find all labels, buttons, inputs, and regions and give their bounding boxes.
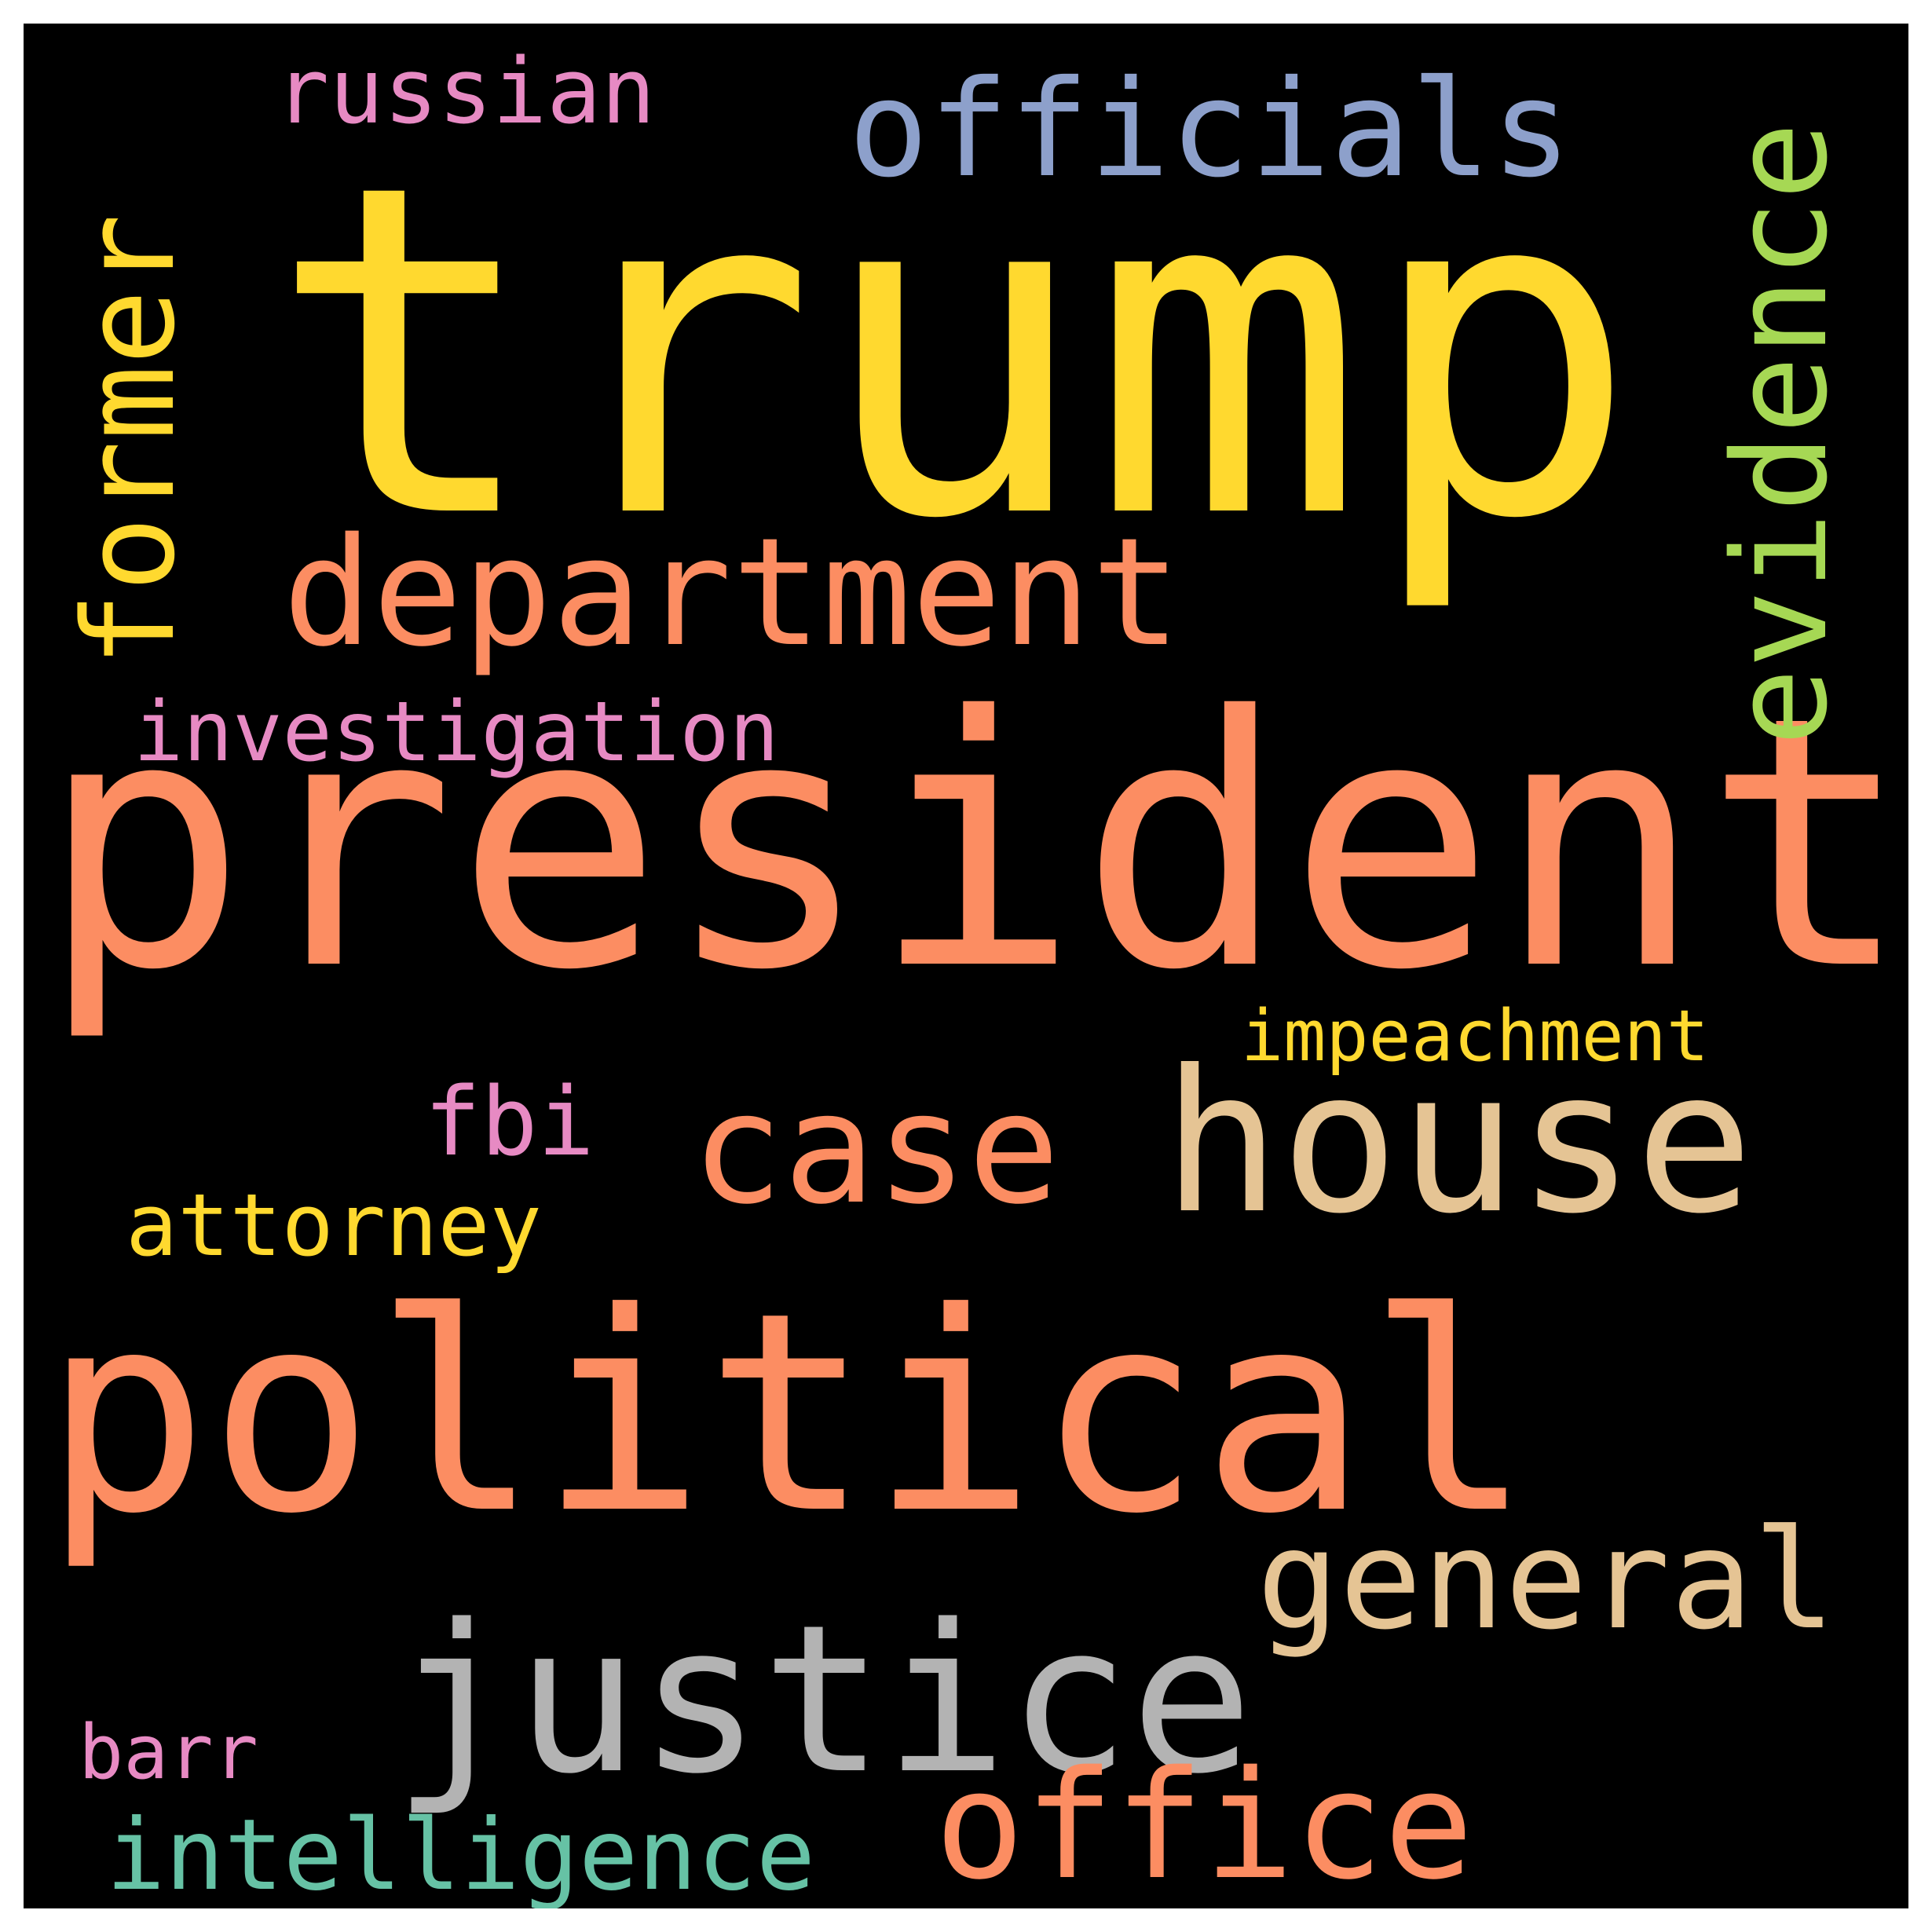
word-former: former bbox=[56, 214, 203, 668]
word-russian: russian bbox=[275, 39, 656, 145]
word-case: case bbox=[691, 1059, 1060, 1238]
word-cloud: trump president political justice house … bbox=[24, 24, 1908, 1908]
word-attorney: attorney bbox=[126, 1175, 542, 1275]
word-trump: trump bbox=[268, 88, 1639, 618]
word-officials: officials bbox=[848, 52, 1572, 207]
word-office: office bbox=[935, 1739, 1474, 1908]
word-general: general bbox=[1257, 1501, 1836, 1660]
word-barr: barr bbox=[79, 1710, 258, 1796]
word-impeachment: impeachment bbox=[1241, 995, 1710, 1078]
word-political: political bbox=[43, 1253, 1533, 1574]
word-investigation: investigation bbox=[134, 684, 779, 780]
word-president: president bbox=[39, 643, 1908, 1045]
word-evidence: evidence bbox=[1705, 122, 1856, 746]
word-house: house bbox=[1162, 1028, 1754, 1257]
word-department: department bbox=[283, 506, 1181, 679]
word-justice: justice bbox=[393, 1582, 1253, 1819]
word-fbi: fbi bbox=[424, 1068, 595, 1177]
word-intelligence: intelligence bbox=[106, 1798, 816, 1908]
